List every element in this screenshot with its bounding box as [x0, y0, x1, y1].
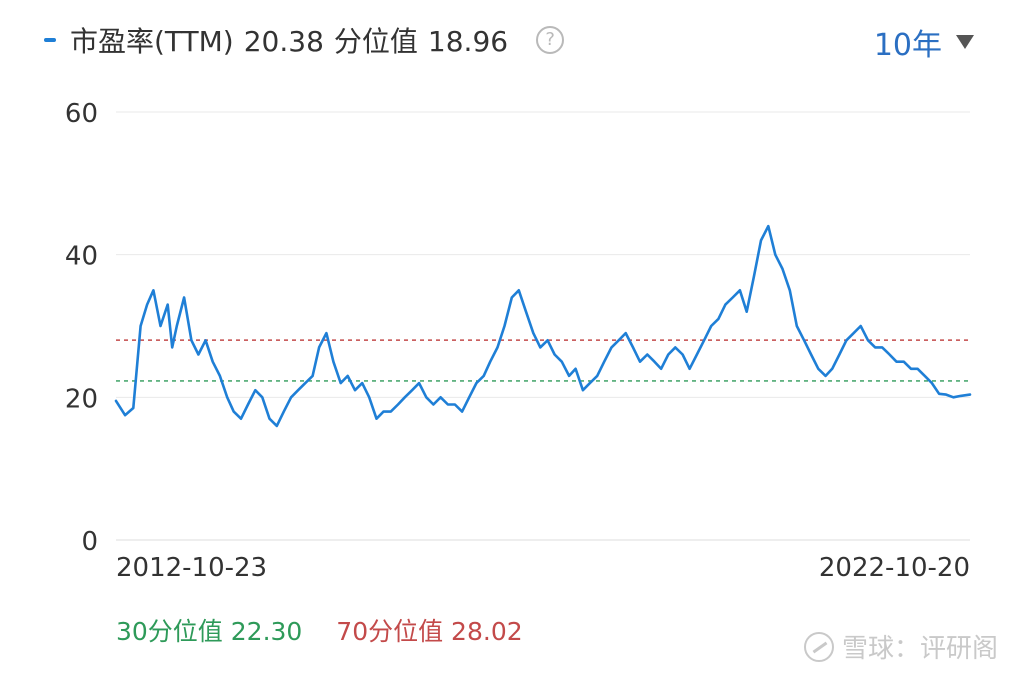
y-tick-label-60: 60: [65, 99, 98, 129]
x-tick-label-end: 2022-10-20: [819, 553, 970, 583]
p30-legend: 30分位值 22.30: [116, 617, 303, 646]
watermark: 雪球：评研阁: [803, 628, 998, 665]
percentile-label: 分位值: [333, 25, 418, 58]
y-tick-label-40: 40: [65, 242, 98, 272]
current-value: 20.38: [243, 25, 324, 58]
chart-header: 市盈率(TTM) 20.38 分位值 18.96 ?: [44, 18, 565, 62]
pe-series-line: [114, 224, 972, 428]
x-tick-label-start: 2012-10-23: [116, 553, 267, 583]
y-tick-label-0: 0: [81, 527, 98, 557]
series-legend-marker: [44, 38, 56, 42]
caret-down-icon[interactable]: [956, 35, 974, 49]
xueqiu-logo-icon: [803, 631, 834, 662]
percentile-value: 18.96: [427, 25, 509, 58]
header-text: 市盈率(TTM) 20.38 分位值 18.96: [70, 20, 518, 60]
percentile-legend: 30分位值 22.30 70分位值 28.02: [116, 612, 523, 648]
question-circle-icon[interactable]: ?: [536, 26, 565, 54]
range-selector[interactable]: 10年: [874, 20, 974, 64]
metric-label: 市盈率(TTM): [70, 25, 234, 58]
p70-legend: 70分位值 28.02: [336, 617, 523, 646]
y-tick-label-20: 20: [65, 384, 98, 414]
range-label[interactable]: 10年: [873, 28, 942, 63]
watermark-text: 雪球：评研阁: [841, 634, 998, 664]
